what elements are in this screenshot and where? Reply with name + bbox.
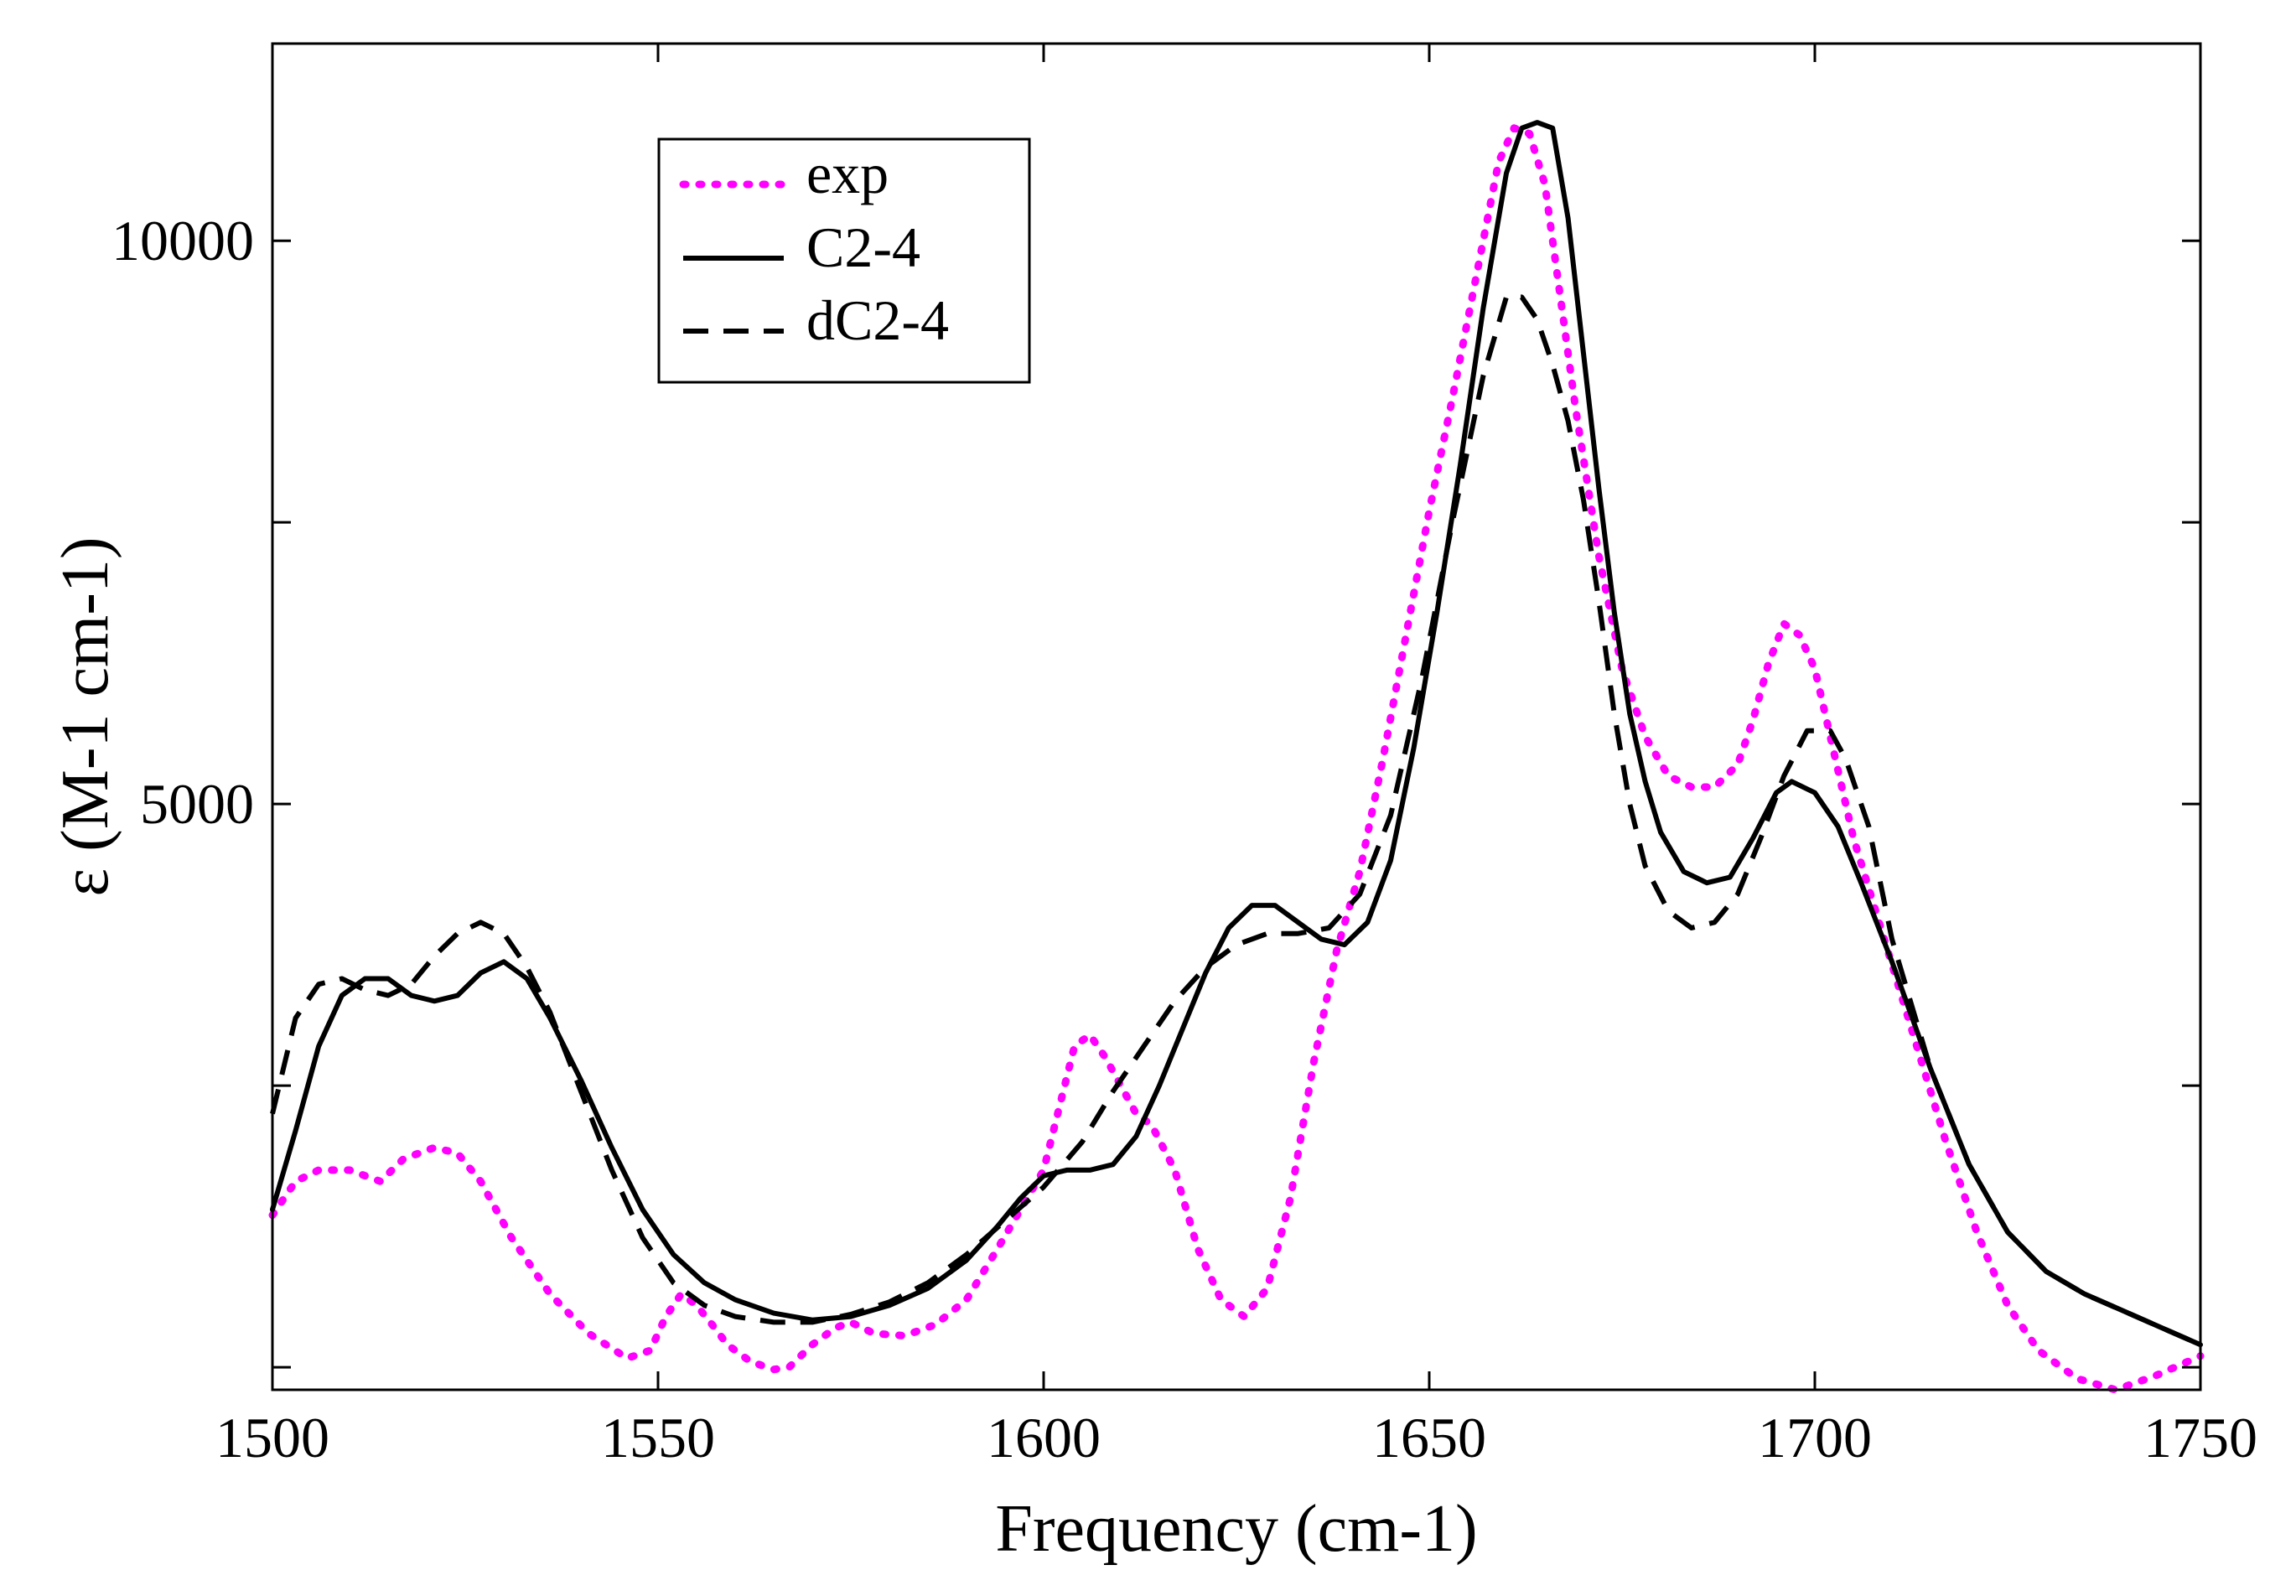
legend-label-c2-4: C2-4 (806, 215, 920, 279)
x-tick-label: 1500 (215, 1406, 329, 1469)
legend-label-exp: exp (806, 142, 889, 205)
legend-label-dc2-4: dC2-4 (806, 288, 949, 352)
x-axis-label: Frequency (cm-1) (995, 1492, 1477, 1566)
x-tick-label: 1600 (987, 1406, 1101, 1469)
x-tick-label: 1750 (2143, 1406, 2257, 1469)
y-axis-label: ε (M-1 cm-1) (49, 536, 122, 896)
ticks-layer: 1500 1550 1600 1650 1700 1750 5000 10000 (111, 44, 2257, 1469)
y-tick-label: 5000 (140, 772, 254, 836)
x-tick-label: 1650 (1372, 1406, 1486, 1469)
series-layer (268, 120, 2205, 1394)
plot-frame (271, 42, 2202, 1391)
legend: exp C2-4 dC2-4 (657, 137, 1031, 384)
x-tick-label: 1700 (1758, 1406, 1872, 1469)
y-tick-label: 10000 (111, 209, 254, 272)
x-tick-label: 1550 (601, 1406, 715, 1469)
series-line-dc2-4 (270, 294, 2202, 1347)
series-line-exp (268, 124, 2205, 1394)
